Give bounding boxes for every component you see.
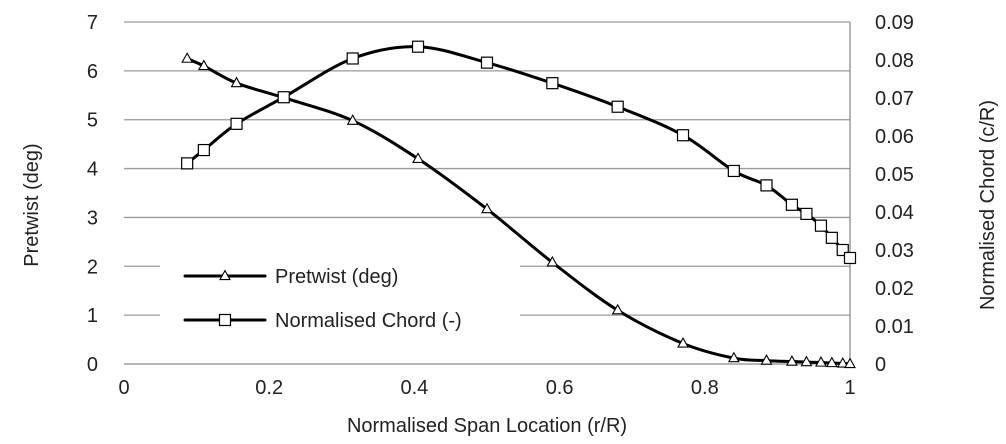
series-layer [181, 40, 857, 369]
data-point-pretwist [181, 52, 194, 63]
data-point-normalised-chord [760, 179, 773, 192]
data-point-pretwist [815, 356, 827, 367]
data-point-normalised-chord [230, 117, 243, 130]
y2-tick-label: 0.04 [875, 202, 914, 224]
x-tick-label: 0.4 [400, 377, 428, 399]
data-point-pretwist [760, 354, 773, 365]
y2-tick-label: 0 [875, 354, 886, 376]
data-point-normalised-chord [800, 207, 813, 220]
data-point-pretwist [611, 303, 624, 315]
data-point-pretwist [844, 357, 856, 369]
legend-marker-normalised-chord [218, 313, 232, 327]
series-line-normalised-chord [185, 45, 852, 260]
data-point-pretwist [412, 152, 424, 163]
data-point-normalised-chord [611, 100, 624, 113]
data-point-pretwist [825, 356, 838, 368]
data-point-normalised-chord [181, 157, 194, 170]
secondary-y-axis-title: Normalised Chord (c/R) [977, 100, 999, 310]
data-point-normalised-chord [676, 129, 690, 142]
x-tick-label: 0.8 [691, 377, 719, 399]
data-point-pretwist [481, 202, 493, 214]
x-tick-label: 0.6 [546, 377, 574, 399]
data-point-pretwist [677, 336, 689, 348]
data-point-pretwist [230, 76, 243, 88]
data-point-normalised-chord [277, 91, 290, 104]
y-axis-title: Pretwist (deg) [21, 143, 43, 266]
data-point-normalised-chord [836, 243, 849, 257]
y2-tick-label: 0.08 [875, 50, 914, 72]
y-tick-label: 6 [87, 61, 98, 83]
data-point-normalised-chord [785, 198, 799, 211]
data-point-normalised-chord [411, 40, 425, 53]
y2-tick-label: 0.06 [875, 126, 914, 148]
x-tick-label: 0 [118, 377, 129, 399]
y2-tick-label: 0.09 [875, 12, 914, 34]
x-tick-label: 0.2 [255, 377, 283, 399]
series-normalised-chord [181, 40, 857, 265]
data-point-normalised-chord [346, 52, 359, 65]
y-tick-label: 7 [87, 12, 98, 34]
data-point-pretwist [197, 59, 210, 71]
data-point-normalised-chord [825, 231, 838, 244]
data-point-pretwist [346, 114, 359, 125]
data-point-pretwist [836, 356, 849, 368]
legend-label-pretwist: Pretwist (deg) [275, 266, 398, 288]
y-tick-label: 4 [87, 159, 98, 181]
x-tick-label: 1 [844, 377, 855, 399]
y-tick-label: 0 [87, 354, 98, 376]
y2-tick-label: 0.07 [875, 88, 914, 110]
legend-label-normalised-chord: Normalised Chord (-) [275, 310, 462, 332]
data-point-pretwist [546, 255, 559, 267]
data-point-normalised-chord [546, 77, 559, 90]
data-point-normalised-chord [843, 251, 857, 265]
y-tick-label: 3 [87, 207, 98, 229]
y2-tick-label: 0.01 [875, 316, 914, 338]
data-point-normalised-chord [480, 56, 494, 69]
y-tick-label: 1 [87, 305, 98, 327]
data-point-pretwist [727, 351, 740, 363]
data-point-normalised-chord [814, 219, 828, 232]
x-axis-title: Normalised Span Location (r/R) [347, 415, 627, 437]
data-point-pretwist [785, 355, 798, 366]
data-point-normalised-chord [727, 164, 740, 178]
axes: 0 0.2 0.4 0.6 0.8 10123456700.010.020.030.040… [87, 12, 914, 399]
y-tick-label: 2 [87, 256, 98, 278]
y2-tick-label: 0.03 [875, 240, 914, 262]
legend-marker-pretwist [219, 269, 231, 281]
y2-tick-label: 0.05 [875, 164, 914, 186]
data-point-normalised-chord [197, 143, 210, 157]
data-point-pretwist [800, 355, 813, 367]
legend: Pretwist (deg) Normalised Chord (-) [160, 252, 520, 348]
y-tick-label: 5 [87, 110, 98, 132]
legend-background [160, 252, 520, 348]
y2-tick-label: 0.02 [875, 278, 914, 300]
